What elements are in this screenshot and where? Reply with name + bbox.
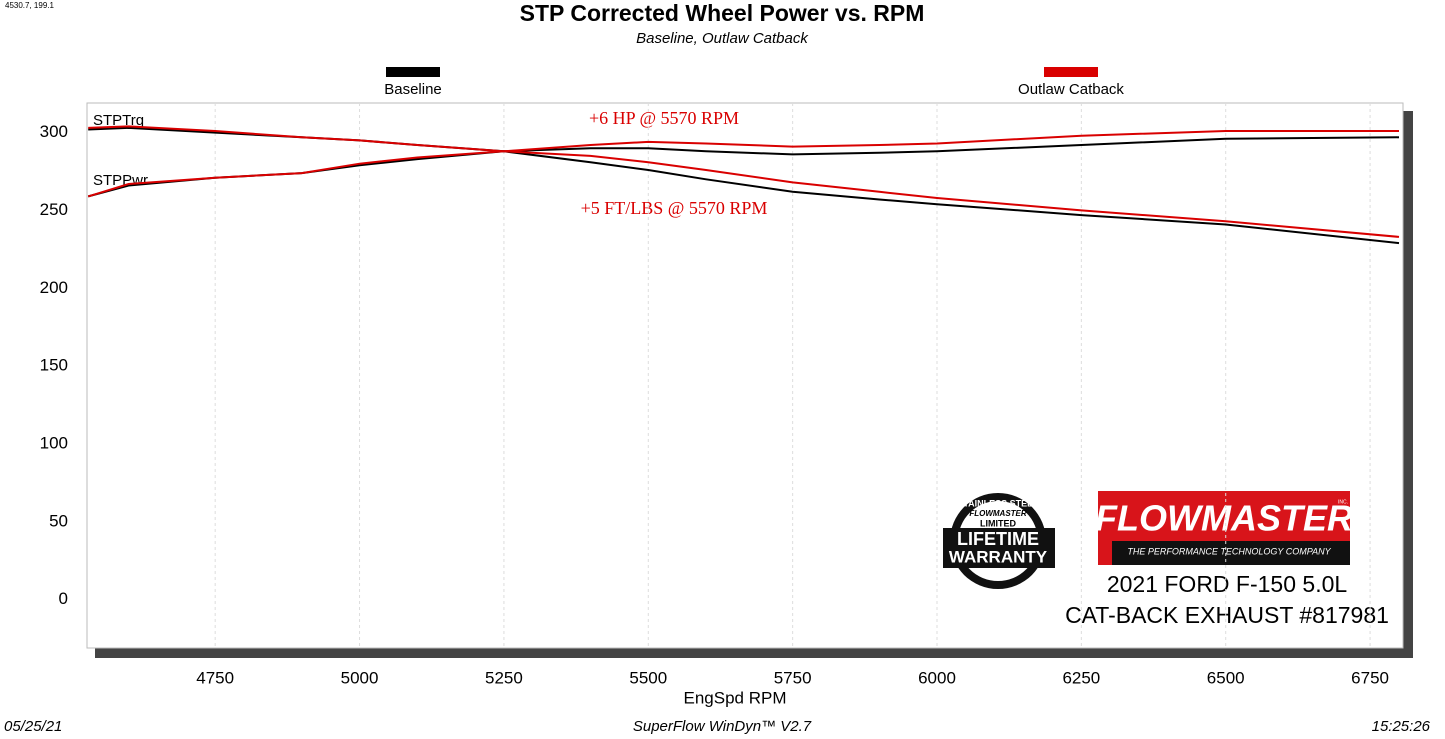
line-power xyxy=(87,130,1399,198)
x-tick-label: 4750 xyxy=(196,668,234,687)
y-tick-label: 0 xyxy=(59,589,68,608)
badge-text: STAINLESS STEEL xyxy=(957,498,1039,508)
vehicle-text: CAT-BACK EXHAUST #817981 xyxy=(1065,602,1389,628)
brand-logo: FLOWMASTER INC. THE PERFORMANCE TECHNOLO… xyxy=(1095,491,1353,565)
annotation: +6 HP @ 5570 RPM xyxy=(589,108,739,128)
y-tick-label: 150 xyxy=(40,356,68,375)
warranty-badge: STAINLESS STEEL FLOWMASTER LIMITED LIFET… xyxy=(943,493,1055,589)
x-tick-label: 6750 xyxy=(1351,668,1389,687)
logo-text: FLOWMASTER xyxy=(1095,498,1353,539)
y-tick-label: 300 xyxy=(40,122,68,141)
curve-label: STPTrq xyxy=(93,112,144,129)
x-tick-label: 5500 xyxy=(629,668,667,687)
footer-time: 15:25:26 xyxy=(1372,718,1431,735)
badge-text: FLOWMASTER xyxy=(969,509,1027,518)
y-tick-label: 200 xyxy=(40,278,68,297)
y-tick-label: 100 xyxy=(40,433,68,452)
x-tick-label: 6250 xyxy=(1062,668,1100,687)
legend-swatch xyxy=(386,67,440,77)
logo-text: THE PERFORMANCE TECHNOLOGY COMPANY xyxy=(1127,546,1331,556)
legend-label: Outlaw Catback xyxy=(1018,81,1124,98)
footer-software: SuperFlow WinDyn™ V2.7 xyxy=(633,718,812,735)
chart-title: STP Corrected Wheel Power vs. RPM xyxy=(520,0,925,26)
x-tick-label: 6000 xyxy=(918,668,956,687)
y-tick-label: 50 xyxy=(49,511,68,530)
badge-text: LIFETIME xyxy=(957,529,1039,549)
badge-text: LIMITED xyxy=(980,518,1016,528)
chart-subtitle: Baseline, Outlaw Catback xyxy=(636,30,809,47)
annotation: +5 FT/LBS @ 5570 RPM xyxy=(581,198,768,218)
line-torque xyxy=(88,125,1400,238)
legend-label: Baseline xyxy=(384,81,442,98)
cursor-readout: 4530.7, 199.1 xyxy=(5,1,54,10)
footer-date: 05/25/21 xyxy=(4,718,62,735)
x-tick-label: 5250 xyxy=(485,668,523,687)
x-tick-label: 5750 xyxy=(774,668,812,687)
x-axis-label: EngSpd RPM xyxy=(684,688,787,707)
badge-text: WARRANTY xyxy=(949,547,1048,566)
y-tick-label: 250 xyxy=(40,200,68,219)
legend-swatch xyxy=(1044,67,1098,77)
x-tick-label: 6500 xyxy=(1207,668,1245,687)
logo-text: INC. xyxy=(1338,499,1348,505)
vehicle-text: 2021 FORD F-150 5.0L xyxy=(1107,571,1348,597)
x-tick-label: 5000 xyxy=(341,668,379,687)
